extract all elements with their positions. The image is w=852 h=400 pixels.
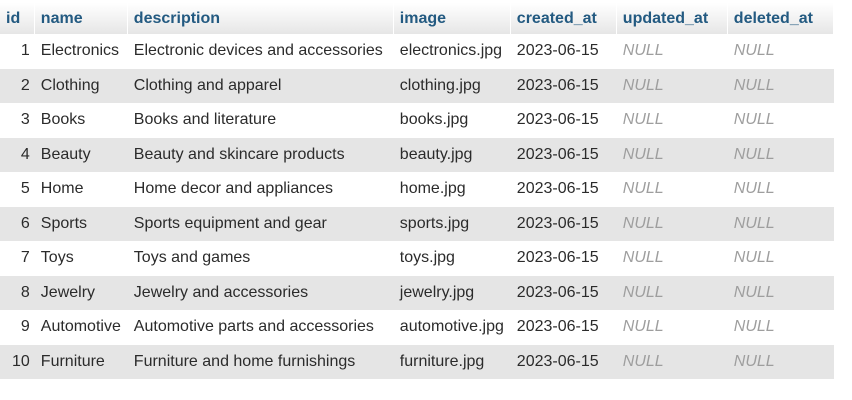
cell-updated-at[interactable]: NULL	[616, 68, 728, 103]
table-row[interactable]: 3 Books Books and literature books.jpg 2023-…	[0, 103, 834, 138]
table-row[interactable]: 7 Toys Toys and games toys.jpg 2023-06-15 NUL…	[0, 241, 834, 276]
cell-id[interactable]: 10	[0, 344, 35, 379]
cell-image[interactable]: books.jpg	[393, 103, 511, 138]
table-row[interactable]: 8 Jewelry Jewelry and accessories jewelry.j…	[0, 275, 834, 310]
cell-image[interactable]: home.jpg	[393, 172, 511, 207]
cell-image[interactable]: sports.jpg	[393, 206, 511, 241]
cell-updated-at[interactable]: NULL	[616, 241, 728, 276]
cell-name[interactable]: Clothing	[34, 68, 128, 103]
column-header-created-at[interactable]: created_at	[510, 3, 617, 34]
cell-deleted-at[interactable]: NULL	[727, 68, 834, 103]
cell-description[interactable]: Toys and games	[127, 241, 394, 276]
cell-created-at[interactable]: 2023-06-15	[510, 103, 617, 138]
cell-created-at[interactable]: 2023-06-15	[510, 275, 617, 310]
cell-updated-at[interactable]: NULL	[616, 310, 728, 345]
cell-deleted-at[interactable]: NULL	[727, 206, 834, 241]
table-row[interactable]: 1 Electronics Electronic devices and acces…	[0, 34, 834, 69]
cell-description[interactable]: Automotive parts and accessories	[127, 310, 394, 345]
column-header-image[interactable]: image	[393, 3, 511, 34]
cell-name[interactable]: Home	[34, 172, 128, 207]
column-header-description[interactable]: description	[127, 3, 394, 34]
table-row[interactable]: 5 Home Home decor and appliances home.jpg 20…	[0, 172, 834, 207]
cell-name[interactable]: Furniture	[34, 344, 128, 379]
cell-deleted-at[interactable]: NULL	[727, 310, 834, 345]
cell-id[interactable]: 1	[0, 34, 35, 69]
column-header-deleted-at[interactable]: deleted_at	[727, 3, 834, 34]
cell-created-at[interactable]: 2023-06-15	[510, 34, 617, 69]
cell-id[interactable]: 5	[0, 172, 35, 207]
cell-id[interactable]: 6	[0, 206, 35, 241]
cell-deleted-at[interactable]: NULL	[727, 172, 834, 207]
cell-created-at[interactable]: 2023-06-15	[510, 310, 617, 345]
cell-name[interactable]: Toys	[34, 241, 128, 276]
cell-id[interactable]: 7	[0, 241, 35, 276]
header-row: id name description image created_at upd…	[0, 3, 834, 34]
cell-id[interactable]: 3	[0, 103, 35, 138]
cell-updated-at[interactable]: NULL	[616, 275, 728, 310]
cell-deleted-at[interactable]: NULL	[727, 137, 834, 172]
results-table: id name description image created_at upd…	[0, 3, 834, 379]
cell-id[interactable]: 2	[0, 68, 35, 103]
cell-id[interactable]: 4	[0, 137, 35, 172]
cell-description[interactable]: Home decor and appliances	[127, 172, 394, 207]
cell-description[interactable]: Sports equipment and gear	[127, 206, 394, 241]
cell-description[interactable]: Clothing and apparel	[127, 68, 394, 103]
column-header-id[interactable]: id	[0, 3, 35, 34]
cell-image[interactable]: furniture.jpg	[393, 344, 511, 379]
cell-description[interactable]: Books and literature	[127, 103, 394, 138]
cell-updated-at[interactable]: NULL	[616, 34, 728, 69]
cell-created-at[interactable]: 2023-06-15	[510, 172, 617, 207]
cell-description[interactable]: Beauty and skincare products	[127, 137, 394, 172]
cell-deleted-at[interactable]: NULL	[727, 241, 834, 276]
table-row[interactable]: 2 Clothing Clothing and apparel clothing.jp…	[0, 68, 834, 103]
cell-image[interactable]: jewelry.jpg	[393, 275, 511, 310]
cell-updated-at[interactable]: NULL	[616, 344, 728, 379]
cell-description[interactable]: Electronic devices and accessories	[127, 34, 394, 69]
cell-created-at[interactable]: 2023-06-15	[510, 137, 617, 172]
cell-deleted-at[interactable]: NULL	[727, 34, 834, 69]
cell-updated-at[interactable]: NULL	[616, 103, 728, 138]
cell-image[interactable]: electronics.jpg	[393, 34, 511, 69]
results-grid: id name description image created_at upd…	[0, 3, 834, 379]
cell-deleted-at[interactable]: NULL	[727, 344, 834, 379]
table-row[interactable]: 4 Beauty Beauty and skincare products beaut…	[0, 137, 834, 172]
column-header-updated-at[interactable]: updated_at	[616, 3, 728, 34]
cell-deleted-at[interactable]: NULL	[727, 103, 834, 138]
cell-name[interactable]: Sports	[34, 206, 128, 241]
cell-updated-at[interactable]: NULL	[616, 137, 728, 172]
cell-image[interactable]: automotive.jpg	[393, 310, 511, 345]
table-body: 1 Electronics Electronic devices and acces…	[0, 34, 834, 379]
cell-updated-at[interactable]: NULL	[616, 206, 728, 241]
table-row[interactable]: 10 Furniture Furniture and home furnishing…	[0, 344, 834, 379]
cell-description[interactable]: Jewelry and accessories	[127, 275, 394, 310]
cell-name[interactable]: Jewelry	[34, 275, 128, 310]
column-header-name[interactable]: name	[34, 3, 128, 34]
cell-updated-at[interactable]: NULL	[616, 172, 728, 207]
cell-created-at[interactable]: 2023-06-15	[510, 206, 617, 241]
cell-description[interactable]: Furniture and home furnishings	[127, 344, 394, 379]
cell-image[interactable]: toys.jpg	[393, 241, 511, 276]
cell-name[interactable]: Books	[34, 103, 128, 138]
cell-created-at[interactable]: 2023-06-15	[510, 344, 617, 379]
cell-name[interactable]: Beauty	[34, 137, 128, 172]
cell-image[interactable]: clothing.jpg	[393, 68, 511, 103]
cell-id[interactable]: 8	[0, 275, 35, 310]
table-row[interactable]: 9 Automotive Automotive parts and accessor…	[0, 310, 834, 345]
cell-name[interactable]: Electronics	[34, 34, 128, 69]
cell-name[interactable]: Automotive	[34, 310, 128, 345]
cell-id[interactable]: 9	[0, 310, 35, 345]
cell-created-at[interactable]: 2023-06-15	[510, 241, 617, 276]
cell-image[interactable]: beauty.jpg	[393, 137, 511, 172]
table-row[interactable]: 6 Sports Sports equipment and gear sports.j…	[0, 206, 834, 241]
cell-deleted-at[interactable]: NULL	[727, 275, 834, 310]
cell-created-at[interactable]: 2023-06-15	[510, 68, 617, 103]
